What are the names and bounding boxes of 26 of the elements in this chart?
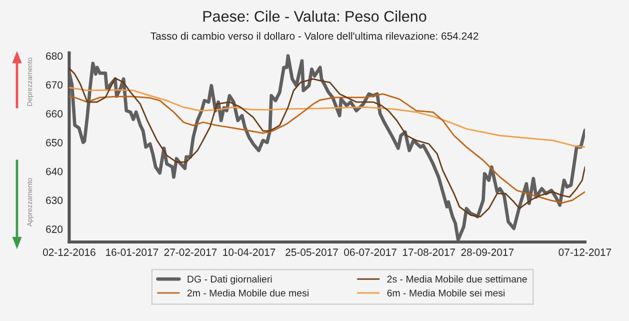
y-tick-label: 670 xyxy=(46,81,63,89)
x-tick-label: 02-12-2016 xyxy=(42,248,96,256)
x-tick-label: 28-09-2017 xyxy=(461,248,514,256)
legend-label: 6m - Media Mobile sei mesi xyxy=(387,289,504,296)
x-tick-label: 25-05-2017 xyxy=(286,248,338,256)
x-tick-label: 16-01-2017 xyxy=(106,248,158,256)
y-tick-label: 660 xyxy=(46,110,63,118)
y-tick-label: 630 xyxy=(46,196,63,204)
chart-subtitle: Tasso di cambio verso il dollaro - Valore dell'ultima rilevazione: 654.242 xyxy=(150,32,478,40)
y-tick-label: 640 xyxy=(46,168,63,176)
line-series xyxy=(69,93,585,204)
y-tick-label: 650 xyxy=(46,138,63,146)
y-tick-label: 620 xyxy=(46,226,63,233)
chart-title: Paese: Cile - Valuta: Peso Cileno xyxy=(203,10,426,22)
x-tick-label: 27-02-2017 xyxy=(164,248,217,256)
x-tick-label: 10-04-2017 xyxy=(223,248,276,256)
y-tick-label: 680 xyxy=(46,52,63,60)
line-series xyxy=(69,54,585,242)
line-series xyxy=(69,68,585,218)
legend-label: 2s - Media Mobile due settimane xyxy=(387,275,527,283)
legend-label: 2m - Media Mobile due mesi xyxy=(187,289,308,296)
x-tick-label: 17-08-2017 xyxy=(402,248,455,256)
line-series xyxy=(69,86,585,148)
x-tick-label: 06-07-2017 xyxy=(344,248,396,256)
legend-label: DG - Dati giornalieri xyxy=(188,275,272,284)
x-tick-label: 07-12-2017 xyxy=(558,248,612,256)
